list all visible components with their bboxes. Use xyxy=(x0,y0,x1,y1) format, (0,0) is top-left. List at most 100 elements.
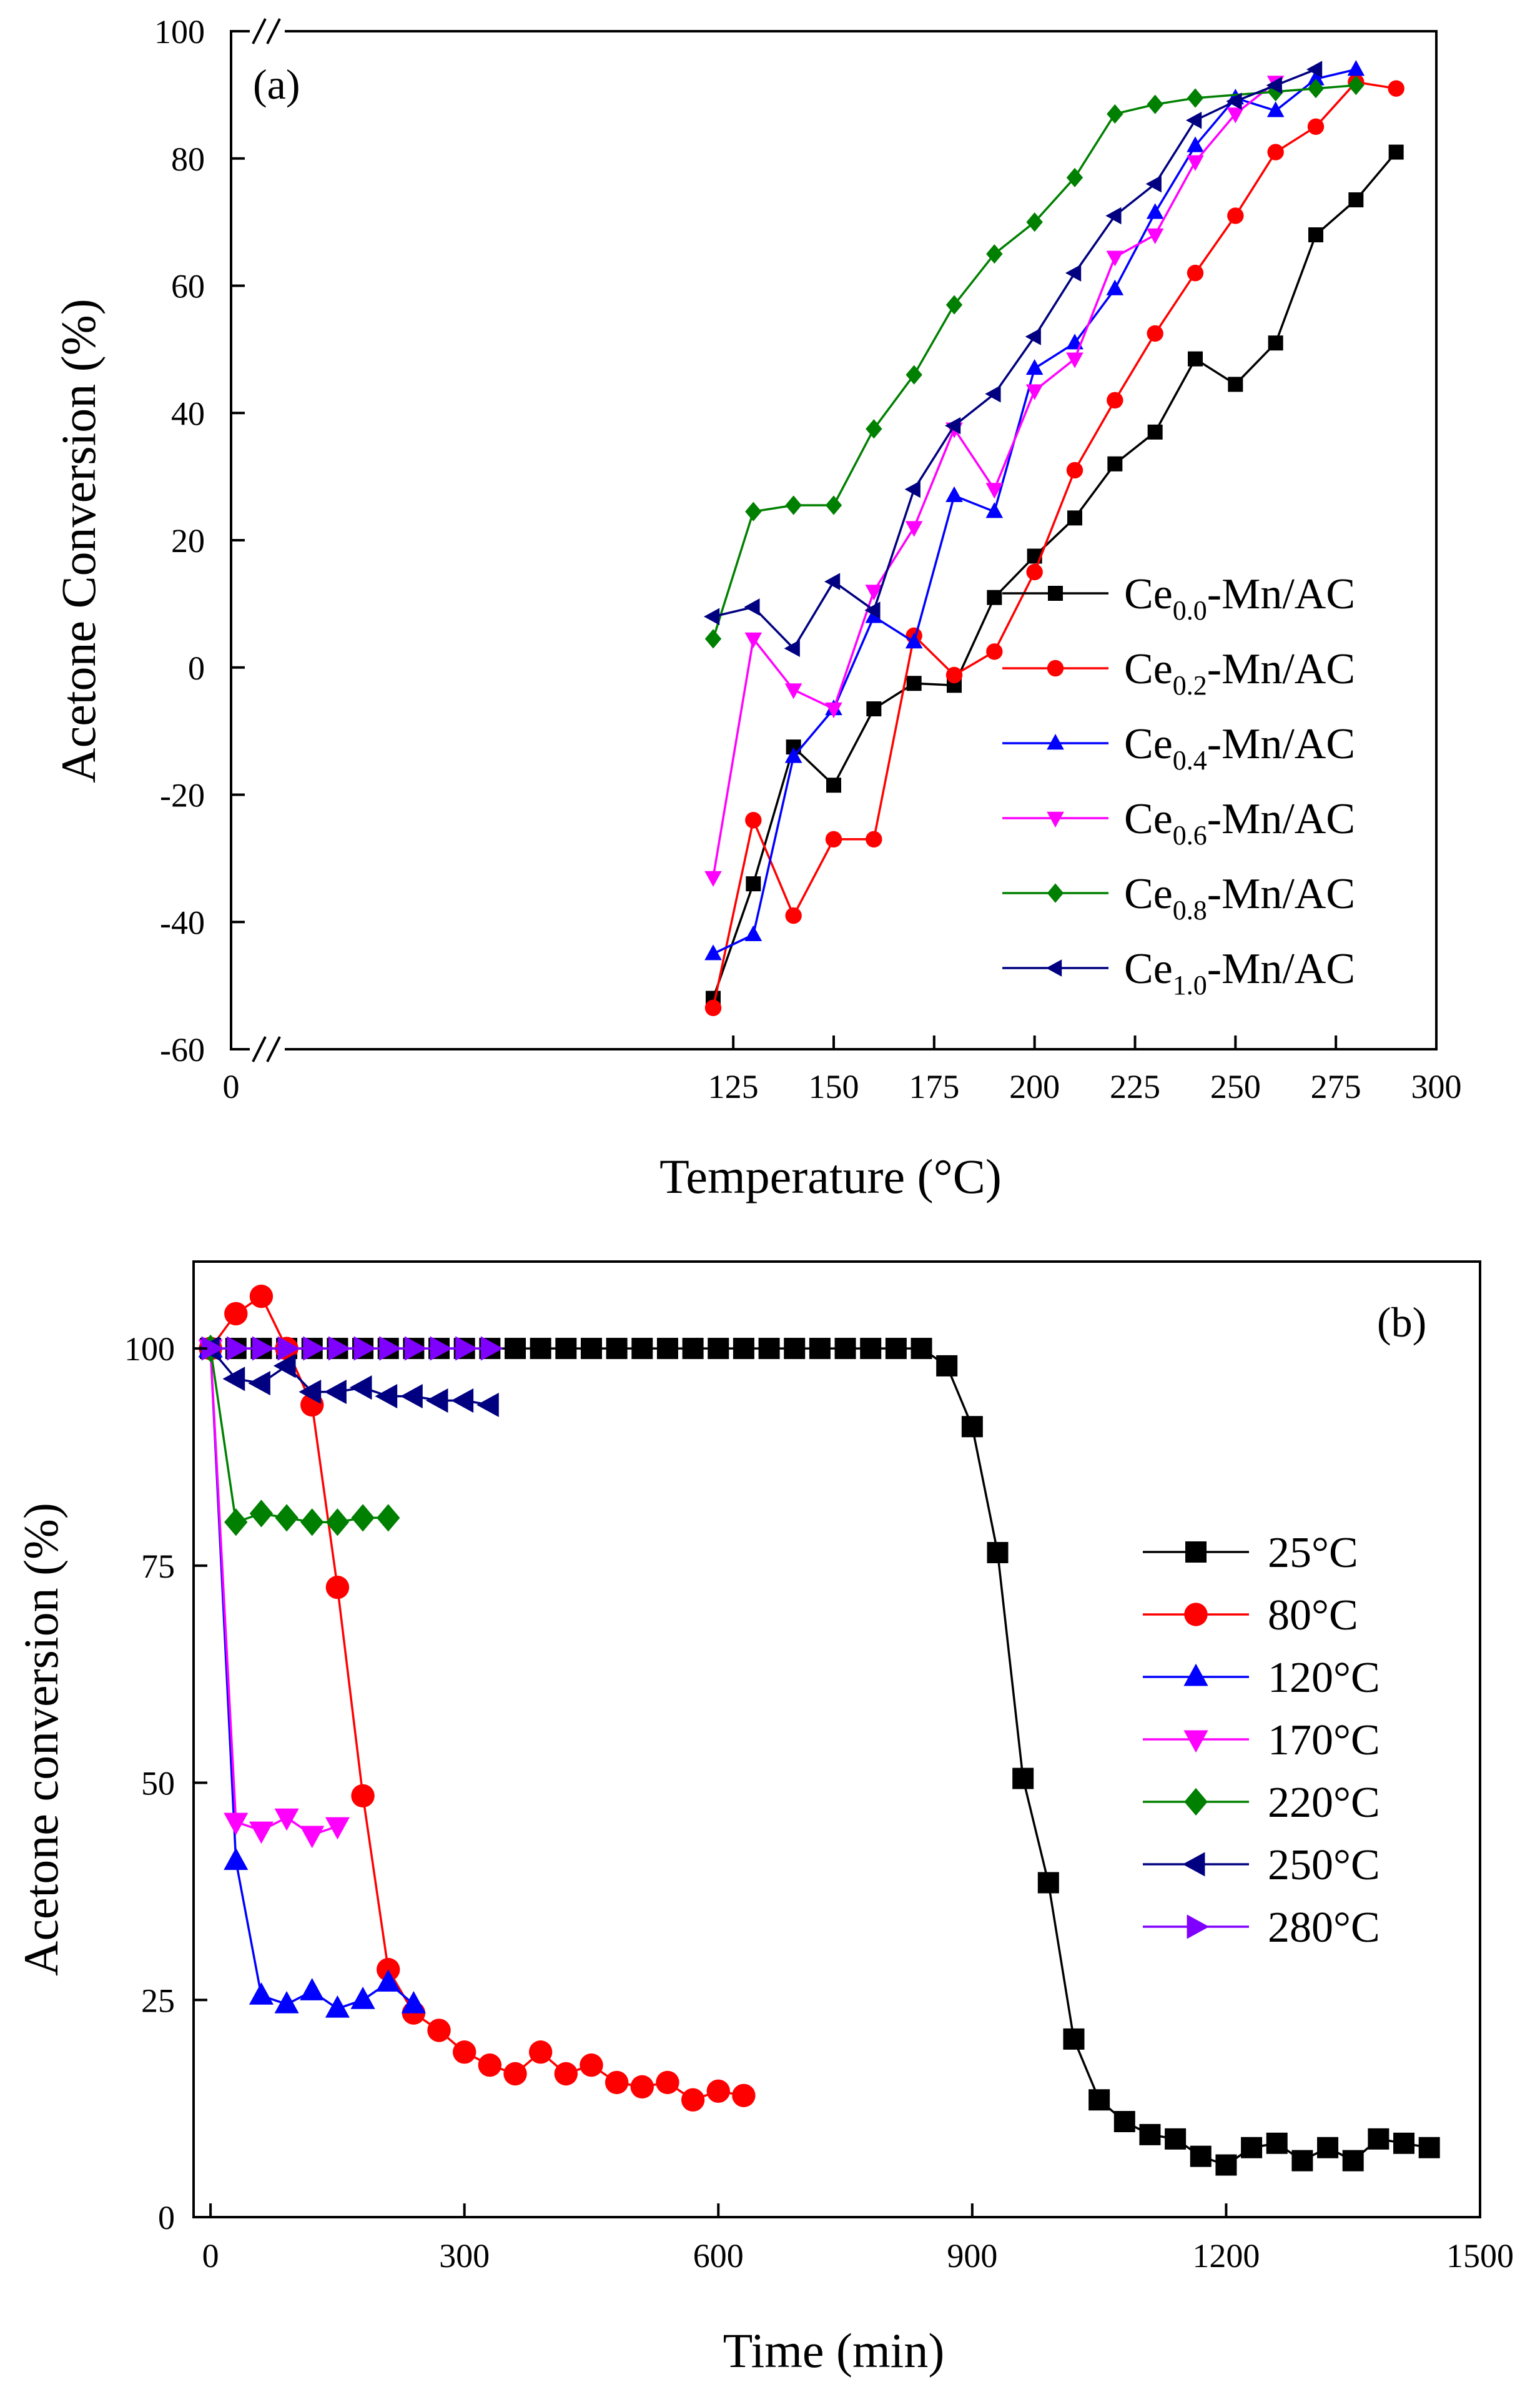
a-data-point xyxy=(784,747,802,763)
a-data-point xyxy=(1025,328,1041,345)
b-data-point xyxy=(451,1388,474,1413)
a-data-point xyxy=(1146,228,1164,244)
a-data-point xyxy=(744,598,760,616)
b-data-point xyxy=(961,1416,983,1438)
a-data-point xyxy=(1066,352,1083,368)
a-data-point xyxy=(1388,80,1404,97)
a-y-tick-label: 20 xyxy=(171,522,205,560)
b-data-point xyxy=(303,1336,325,1361)
b-data-point xyxy=(201,1336,224,1361)
panel-a-legend: Ce0.0-Mn/AC Ce0.2-Mn/AC Ce0.4-Mn/AC Ce0.6-M… xyxy=(1002,570,1355,1001)
b-x-tick-label: 300 xyxy=(439,2237,490,2275)
a-data-point xyxy=(945,295,963,315)
b-data-point xyxy=(505,1338,526,1360)
a-legend-label: Ce0.6-Mn/AC xyxy=(1124,795,1355,851)
b-data-point xyxy=(379,1336,402,1361)
a-x-tick-label: 150 xyxy=(809,1068,859,1105)
a-data-point xyxy=(744,925,763,941)
a-series-1 xyxy=(704,74,1404,1016)
a-legend-label: Ce0.0-Mn/AC xyxy=(1124,570,1355,626)
a-data-point xyxy=(1026,563,1043,581)
b-legend-marker xyxy=(1182,1852,1205,1877)
a-data-point xyxy=(987,590,1002,605)
a-data-point xyxy=(1187,136,1204,152)
a-x-tick-label: 200 xyxy=(1009,1068,1060,1105)
a-data-point xyxy=(945,666,963,684)
b-data-point xyxy=(275,1504,299,1532)
b-data-point xyxy=(1165,2128,1187,2150)
a-x-tick-label: 125 xyxy=(708,1068,759,1105)
a-data-point xyxy=(744,632,763,648)
a-y-tick-label: -60 xyxy=(160,1031,205,1069)
b-y-tick-label: 0 xyxy=(158,2199,175,2236)
panel-b-time-chart: 0 300 600 900 1200 1500 0 25 50 75 100 (b) Time (m… xyxy=(14,1260,1514,2378)
a-data-point xyxy=(1106,279,1124,295)
b-y-tick-label: 50 xyxy=(141,1765,175,1802)
a-data-point xyxy=(745,502,762,521)
b-data-point xyxy=(350,1987,375,2009)
b-data-point xyxy=(222,1367,245,1391)
a-data-point xyxy=(1348,75,1365,96)
a-data-point xyxy=(1348,192,1364,207)
b-data-point xyxy=(249,1284,274,1308)
b-data-point xyxy=(224,1508,248,1536)
b-data-point xyxy=(224,1302,248,1326)
a-data-point xyxy=(704,999,722,1016)
a-legend-label: Ce0.8-Mn/AC xyxy=(1124,870,1355,926)
b-x-tick-label: 900 xyxy=(947,2237,997,2275)
a-series-4 xyxy=(704,75,1365,649)
a-data-point xyxy=(1307,118,1325,136)
a-data-point xyxy=(865,585,883,601)
a-legend-marker xyxy=(1047,883,1064,903)
a-series-0 xyxy=(706,144,1404,1006)
b-data-point xyxy=(476,1392,499,1418)
a-data-point xyxy=(1268,335,1283,351)
b-data-point xyxy=(656,1338,678,1360)
a-data-point xyxy=(1186,111,1202,129)
a-data-point xyxy=(1066,167,1083,187)
a-data-point xyxy=(985,502,1004,518)
b-data-point xyxy=(249,1500,274,1528)
b-data-point xyxy=(248,1371,270,1396)
b-y-tick-label: 25 xyxy=(141,1982,175,2019)
b-data-point xyxy=(404,1336,427,1361)
b-data-point xyxy=(325,1575,350,1599)
b-data-point xyxy=(911,1338,932,1360)
a-legend-label: Ce1.0-Mn/AC xyxy=(1124,945,1355,1001)
panel-a-ticks: 0 125 150 175 200 225 250 275 300 -60 -40 -20 0 20 40 6… xyxy=(154,13,1462,1105)
a-data-point xyxy=(905,521,923,537)
panel-a-temperature-chart: 0 125 150 175 200 225 250 275 300 -60 -40 -20 0 20 40 6… xyxy=(51,13,1462,1203)
b-data-point xyxy=(430,1336,453,1361)
a-data-point xyxy=(1307,79,1325,99)
a-data-point xyxy=(905,633,923,649)
a-x-tick-label: 275 xyxy=(1311,1068,1361,1105)
b-data-point xyxy=(554,2062,578,2086)
b-legend-marker xyxy=(1184,1787,1208,1816)
a-data-point xyxy=(906,676,922,691)
b-data-point xyxy=(401,1990,426,2014)
panel-b-x-axis-title: Time (min) xyxy=(723,2323,945,2378)
b-data-point xyxy=(1368,2128,1389,2150)
b-y-tick-label: 100 xyxy=(124,1330,175,1368)
b-data-point xyxy=(528,2040,553,2064)
a-data-point xyxy=(1187,155,1204,171)
b-data-point xyxy=(606,1338,628,1360)
a-series-3 xyxy=(704,76,1285,887)
b-data-point xyxy=(885,1338,907,1360)
b-data-point xyxy=(605,2070,629,2095)
a-legend-marker xyxy=(1046,959,1062,977)
b-legend-marker xyxy=(1183,1730,1208,1753)
a-data-point xyxy=(785,495,802,515)
a-data-point xyxy=(1025,358,1044,375)
a-data-point xyxy=(1025,384,1044,400)
b-data-point xyxy=(706,2079,730,2103)
a-data-point xyxy=(1147,424,1163,440)
a-data-point xyxy=(704,871,722,887)
a-data-point xyxy=(864,601,881,619)
a-data-point xyxy=(986,643,1003,660)
b-x-tick-label: 600 xyxy=(693,2237,744,2275)
a-data-point xyxy=(1146,203,1164,219)
b-data-point xyxy=(452,2040,476,2064)
b-x-tick-label: 1200 xyxy=(1192,2237,1260,2275)
